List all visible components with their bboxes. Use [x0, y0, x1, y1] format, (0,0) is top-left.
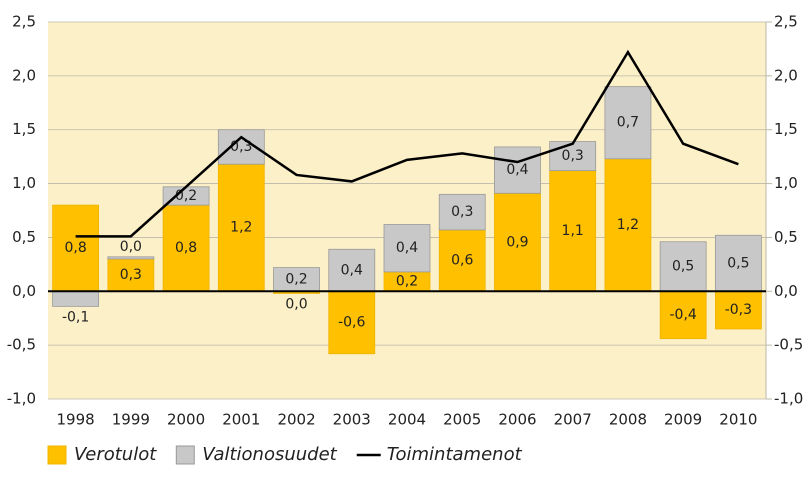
x-tick-label: 2002 [277, 411, 315, 429]
legend-label: Toimintamenot [387, 444, 523, 465]
plot-area [48, 22, 766, 399]
x-tick-label: 1998 [57, 411, 95, 429]
bar [328, 248, 376, 292]
y2-tick-label: 0,5 [774, 228, 798, 246]
x-tick-label: 2008 [609, 411, 647, 429]
bar [107, 256, 155, 260]
value-label: 0,4 [506, 162, 528, 178]
bar [549, 170, 597, 292]
bar [714, 290, 762, 330]
bar [494, 192, 541, 292]
value-label: 0,2 [285, 271, 307, 287]
x-tick-label: 2009 [664, 411, 702, 429]
bar [328, 290, 376, 355]
legend-swatch [175, 445, 195, 465]
bar [604, 86, 652, 160]
bar [52, 290, 100, 307]
x-tick-label: 2010 [719, 411, 757, 429]
bar [107, 258, 155, 292]
value-label: 1,2 [230, 220, 252, 236]
value-label: -0,1 [62, 309, 89, 325]
bar [383, 224, 431, 273]
x-tick-label: 2000 [167, 411, 205, 429]
y2-tick-label: -0,5 [774, 336, 803, 354]
legend-label: Valtionosuudet [202, 444, 337, 465]
value-label: 0,5 [672, 259, 694, 275]
value-label: 0,6 [451, 253, 473, 269]
x-tick-label: 2003 [333, 411, 371, 429]
value-label: 0,3 [451, 204, 473, 220]
value-label: 0,5 [727, 255, 749, 271]
y-tick-label: 1,5 [12, 120, 36, 138]
y-tick-label: -1,0 [7, 390, 36, 408]
value-label: -0,6 [338, 315, 365, 331]
y2-tick-label: -1,0 [774, 390, 803, 408]
x-tick-label: 2007 [554, 411, 592, 429]
value-label: 0,2 [396, 274, 418, 290]
bar [162, 204, 210, 292]
x-tick-label: 2005 [443, 411, 481, 429]
value-label: -0,4 [669, 307, 696, 323]
legend-swatch [47, 445, 67, 465]
x-tick-label: 2004 [388, 411, 426, 429]
value-label: 0,3 [120, 267, 142, 283]
value-label: 0,8 [175, 240, 197, 256]
y-tick-label: 2,5 [12, 13, 36, 31]
y-tick-label: 0,0 [12, 282, 36, 300]
y2-tick-label: 2,5 [774, 13, 798, 31]
y-tick-label: 1,0 [12, 174, 36, 192]
line [75, 49, 739, 238]
y-tick-label: 2,0 [12, 66, 36, 84]
bar [217, 163, 265, 292]
y2-tick-label: 1,5 [774, 120, 798, 138]
bar [438, 193, 486, 231]
value-label: 0,4 [396, 240, 418, 256]
y2-tick-label: 2,0 [774, 66, 798, 84]
bar [52, 204, 100, 292]
value-label: 1,1 [562, 223, 584, 239]
value-label: 0,8 [64, 240, 86, 256]
bar [714, 234, 762, 292]
bar [659, 241, 707, 292]
value-label: 0,9 [506, 234, 528, 250]
value-label: 0,0 [120, 239, 142, 255]
bar [438, 229, 486, 292]
value-label: -0,3 [725, 302, 752, 318]
value-label: 1,2 [617, 217, 639, 233]
x-tick-label: 1999 [112, 411, 150, 429]
value-label: 0,2 [175, 188, 197, 204]
y-tick-label: -0,5 [7, 336, 36, 354]
y-tick-label: 0,5 [12, 228, 36, 246]
value-label: 0,0 [285, 296, 307, 312]
y2-tick-label: 0,0 [774, 282, 798, 300]
x-tick-label: 2006 [498, 411, 536, 429]
bar [494, 146, 541, 194]
legend-label: Verotulot [74, 444, 157, 465]
x-tick-label: 2001 [222, 411, 260, 429]
value-label: 0,4 [341, 262, 363, 278]
y2-tick-label: 1,0 [774, 174, 798, 192]
bar [549, 141, 597, 172]
value-label: 0,7 [617, 115, 639, 131]
bar [659, 290, 707, 340]
value-label: 0,3 [562, 148, 584, 164]
